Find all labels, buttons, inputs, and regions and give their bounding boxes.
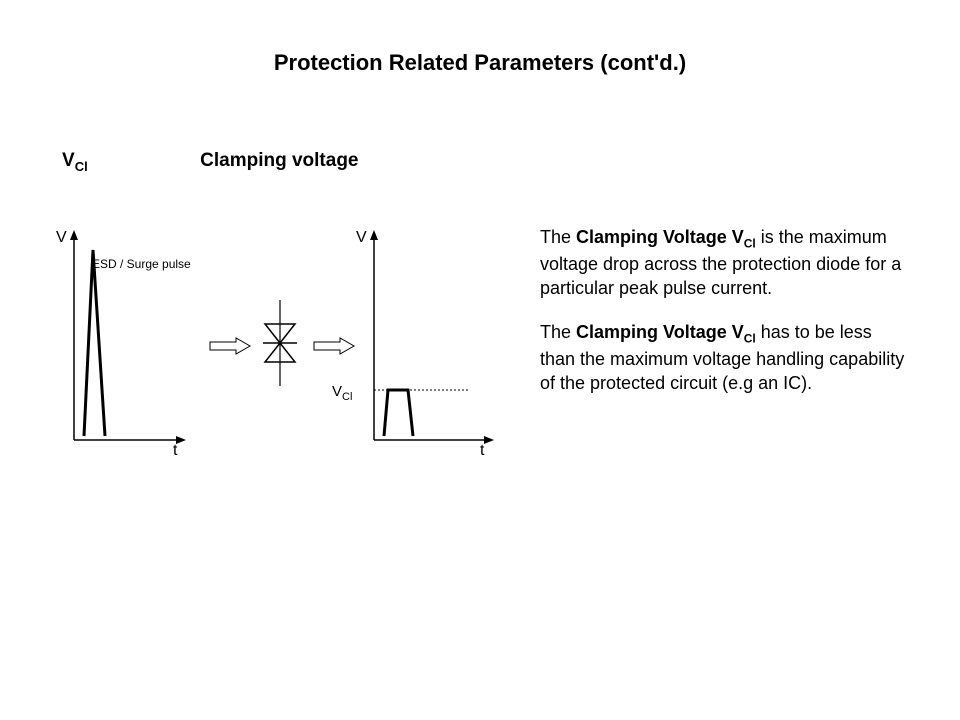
desc-paragraph-1: The Clamping Voltage VCl is the maximum … bbox=[540, 225, 910, 300]
desc-p2-bold: Clamping Voltage VCl bbox=[576, 322, 756, 342]
parameter-row: VCl Clamping voltage bbox=[62, 150, 359, 174]
chart1-pulse bbox=[84, 250, 105, 436]
arrow-left-svg bbox=[208, 336, 252, 356]
diode-svg bbox=[255, 300, 305, 386]
vcl-label-main: V bbox=[332, 383, 342, 400]
page-title: Protection Related Parameters (cont'd.) bbox=[0, 50, 960, 76]
desc-p1-bold-sub: Cl bbox=[744, 237, 756, 251]
desc-p2-pre: The bbox=[540, 322, 576, 342]
arrow-before-diode bbox=[208, 336, 252, 361]
chart1-t-label: t bbox=[173, 442, 177, 460]
tvs-diode-icon bbox=[255, 300, 305, 391]
chart1-pulse-label: ESD / Surge pulse bbox=[92, 257, 191, 271]
chart1-y-arrow bbox=[70, 230, 78, 240]
desc-p2-bold-text: Clamping Voltage V bbox=[576, 322, 744, 342]
param-symbol: VCl bbox=[62, 150, 88, 174]
chart1-x-arrow bbox=[176, 436, 186, 444]
param-name: Clamping voltage bbox=[200, 150, 358, 172]
arrow-after-diode bbox=[312, 336, 356, 361]
desc-p1-bold: Clamping Voltage VCl bbox=[576, 227, 756, 247]
chart2-x-arrow bbox=[484, 436, 494, 444]
desc-p1-pre: The bbox=[540, 227, 576, 247]
diagram-area: V t ESD / Surge pulse bbox=[60, 230, 530, 490]
arrow-right-svg bbox=[312, 336, 356, 356]
chart2-svg bbox=[360, 230, 510, 460]
description-text: The Clamping Voltage VCl is the maximum … bbox=[540, 225, 910, 416]
param-symbol-main: V bbox=[62, 150, 75, 171]
param-symbol-sub: Cl bbox=[75, 159, 88, 174]
arrow-right-shape bbox=[314, 338, 354, 354]
desc-p1-bold-text: Clamping Voltage V bbox=[576, 227, 744, 247]
arrow-left-shape bbox=[210, 338, 250, 354]
chart2-y-arrow bbox=[370, 230, 378, 240]
chart2-v-label: V bbox=[356, 229, 367, 247]
desc-paragraph-2: The Clamping Voltage VCl has to be less … bbox=[540, 320, 910, 395]
vcl-label-sub: Cl bbox=[342, 391, 352, 403]
desc-p2-bold-sub: Cl bbox=[744, 332, 756, 346]
chart2-vcl-label: VCl bbox=[332, 383, 352, 403]
chart2-t-label: t bbox=[480, 442, 484, 460]
chart1-v-label: V bbox=[56, 229, 67, 247]
chart-clamped-output bbox=[360, 230, 510, 465]
chart2-clamped-pulse bbox=[384, 390, 413, 436]
